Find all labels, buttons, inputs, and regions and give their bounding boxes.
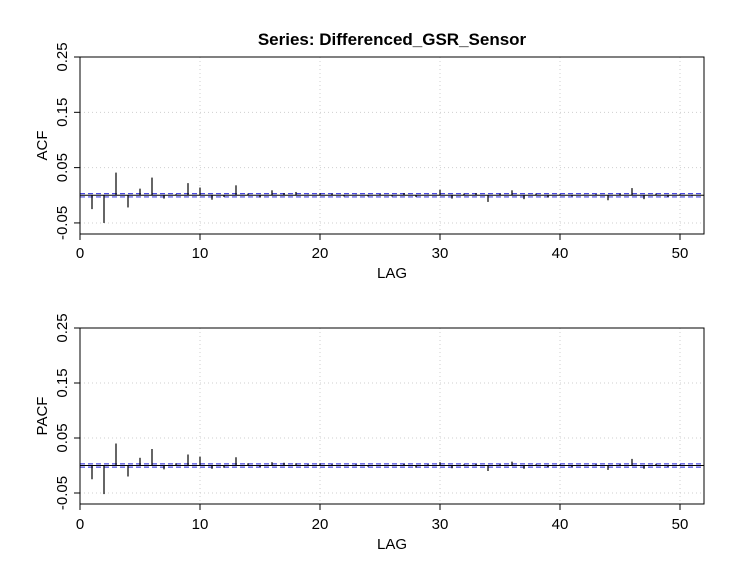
y-axis-label: PACF xyxy=(34,397,51,436)
y-tick-label: 0.05 xyxy=(54,153,71,182)
y-tick-label: -0.05 xyxy=(54,476,71,510)
x-tick-label: 40 xyxy=(552,245,569,262)
x-tick-label: 30 xyxy=(432,245,449,262)
y-tick-label: 0.05 xyxy=(54,423,71,452)
plot-frame xyxy=(79,56,705,235)
plot-frame xyxy=(79,327,705,505)
x-tick-label: 10 xyxy=(192,245,209,262)
x-tick-label: 30 xyxy=(432,516,449,533)
x-tick-label: 40 xyxy=(552,516,569,533)
x-tick-label: 0 xyxy=(76,245,84,262)
acf-panel: 0 10 20 30 40 50 -0.05 0.05 0.15 0.25 LAG ACF xyxy=(34,42,705,282)
x-tick-label: 50 xyxy=(672,245,689,262)
y-axis-label: ACF xyxy=(34,131,51,161)
x-tick-label: 0 xyxy=(76,516,84,533)
y-tick-label: 0.25 xyxy=(54,42,71,71)
chart-title: Series: Differenced_GSR_Sensor xyxy=(258,30,527,49)
x-tick-label: 20 xyxy=(312,245,329,262)
y-tick-label: -0.05 xyxy=(54,206,71,240)
y-tick-label: 0.15 xyxy=(54,368,71,397)
y-tick-label: 0.15 xyxy=(54,98,71,127)
x-tick-label: 10 xyxy=(192,516,209,533)
x-axis-label: LAG xyxy=(377,265,407,282)
pacf-panel: 0 10 20 30 40 50 -0.05 0.05 0.15 0.25 LAG PACF xyxy=(34,313,705,553)
x-tick-label: 50 xyxy=(672,516,689,533)
x-tick-label: 20 xyxy=(312,516,329,533)
y-tick-label: 0.25 xyxy=(54,313,71,342)
x-axis-label: LAG xyxy=(377,536,407,553)
